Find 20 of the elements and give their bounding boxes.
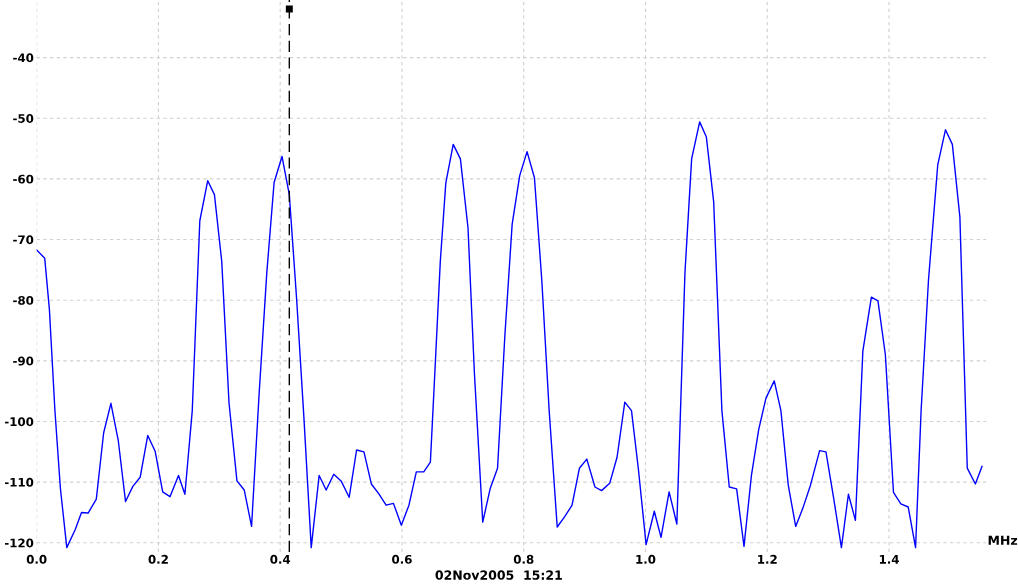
text: 02Nov2005 15:21 [435, 570, 562, 580]
y-tick-label: -70 [13, 235, 34, 245]
y-tick-label: -40 [13, 53, 34, 63]
x-tick-label: 0.0 [26, 554, 47, 564]
x-tick-label: 0.8 [513, 554, 534, 564]
y-tick-label: -80 [13, 295, 34, 305]
x-tick-label: 1.0 [636, 554, 656, 564]
x-tick-label: 0.4 [270, 554, 291, 564]
y-tick-label: -100 [4, 417, 34, 427]
y-tick-label: -120 [4, 538, 34, 548]
x-tick-label: 0.6 [392, 554, 412, 564]
y-tick-label: -90 [13, 356, 34, 366]
x-tick-label: 0.2 [148, 554, 168, 564]
y-tick-label: -110 [4, 477, 34, 487]
x-tick-label: 1.4 [879, 555, 899, 564]
line-series [36, 121, 983, 549]
y-tick-label: -50 [13, 113, 34, 123]
x-tick-label: 1.2 [758, 554, 777, 564]
y-tick-label: -60 [13, 174, 34, 184]
x-axis-title: MHz [988, 535, 1018, 545]
